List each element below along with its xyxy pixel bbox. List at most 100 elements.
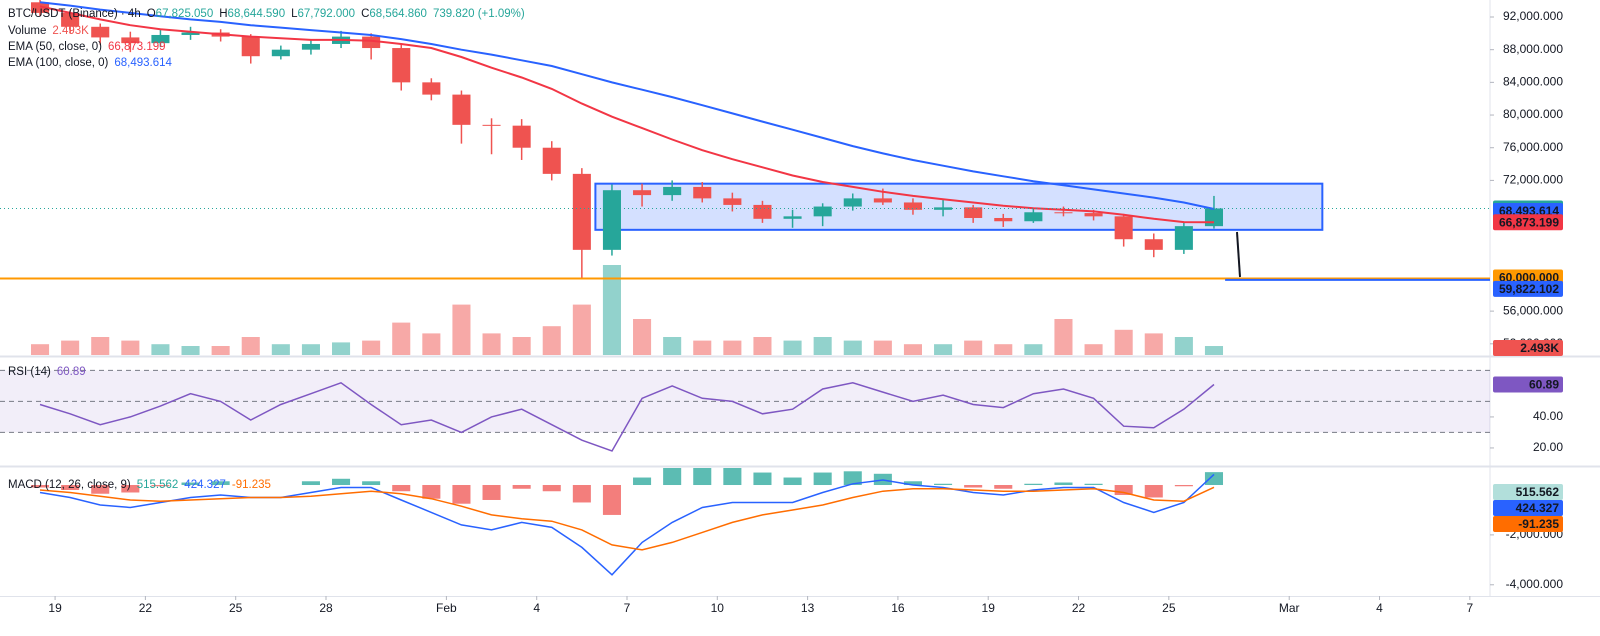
candle-body <box>31 2 50 13</box>
volume-bar <box>452 304 471 355</box>
candle-body <box>663 186 682 196</box>
macd-histogram-bar <box>663 468 682 486</box>
candle-body <box>572 173 591 250</box>
candle-body <box>873 198 892 203</box>
y-tick-label: 20.00 <box>1533 440 1563 454</box>
legend: EMA (100, close, 0) 68,493.614 <box>8 57 173 69</box>
volume-bar <box>1084 344 1103 355</box>
candle-body <box>964 207 983 218</box>
volume-bar <box>91 337 110 355</box>
price-tag-label: 66,873.199 <box>1499 215 1559 229</box>
macd-histogram-bar <box>1144 485 1163 498</box>
x-tick-label: 7 <box>624 601 631 615</box>
macd-histogram-bar <box>1024 483 1043 486</box>
x-tick-label: 4 <box>533 601 540 615</box>
price-tag <box>1493 500 1563 516</box>
macd-histogram-bar <box>542 485 561 492</box>
candle-body <box>452 94 471 125</box>
price-tag-label: 59,822.102 <box>1499 282 1559 296</box>
candle-body <box>994 217 1013 222</box>
macd-histogram-bar <box>422 485 441 499</box>
macd-histogram-bar <box>723 468 742 486</box>
legend-item: H <box>219 8 227 20</box>
candle-body <box>633 190 652 196</box>
legend-item: MACD (12, 26, close, 9) <box>8 479 131 491</box>
y-tick-label: 84,000.000 <box>1503 75 1563 89</box>
macd-histogram-bar <box>1084 483 1103 486</box>
price-tag <box>1493 376 1563 393</box>
candle-body <box>1084 213 1103 217</box>
volume-bar <box>61 340 80 355</box>
price-tag <box>1493 484 1563 500</box>
volume-bar <box>934 344 953 355</box>
macd-histogram-bar <box>783 477 802 486</box>
x-tick-label: 22 <box>1072 601 1086 615</box>
x-tick-label: 16 <box>891 601 905 615</box>
pane <box>0 0 1490 355</box>
y-tick-label: 76,000.000 <box>1503 140 1563 154</box>
legend-item: EMA (100, close, 0) <box>8 57 109 69</box>
volume-bar <box>753 337 772 355</box>
macd-histogram-bar <box>332 478 351 486</box>
volume-bar <box>542 326 561 355</box>
candle-body <box>1204 208 1224 227</box>
legend: MACD (12, 26, close, 9) 515.562 424.327 -91… <box>8 479 271 491</box>
legend-item: 2.493K <box>52 25 89 37</box>
volume-bar <box>1144 333 1163 355</box>
macd-histogram-bar <box>91 485 110 494</box>
volume-bar <box>301 344 320 355</box>
legend: EMA (50, close, 0) 66,873.199 <box>8 41 166 53</box>
macd-histogram-bar <box>753 472 772 486</box>
y-tick-label: 72,000.000 <box>1503 173 1563 187</box>
macd-histogram-bar <box>1054 482 1073 486</box>
volume-bar <box>512 337 531 355</box>
legend-item: 739.820 (+1.09%) <box>433 8 525 20</box>
price-tag <box>1493 516 1563 532</box>
volume-bar <box>693 340 712 355</box>
volume-bar <box>332 342 351 355</box>
macd-histogram-bar <box>813 472 832 486</box>
macd-histogram-bar <box>1204 472 1224 486</box>
legend: BTC/USDT (Binance) · 4h O67,825.050 H68,64… <box>8 8 525 20</box>
macd-histogram-bar <box>181 482 200 486</box>
price-tag-label: 60.89 <box>1529 378 1559 392</box>
x-tick-label: 19 <box>48 601 62 615</box>
macd-histogram-bar <box>1114 485 1133 495</box>
candle-body <box>542 147 561 174</box>
x-tick-label: 19 <box>982 601 996 615</box>
x-tick-label: 25 <box>229 601 243 615</box>
volume-bar <box>723 340 742 355</box>
volume-bar <box>873 340 892 355</box>
rsi-line <box>39 381 1215 452</box>
legend-item: EMA (50, close, 0) <box>8 41 102 53</box>
y-tick-label: 92,000.000 <box>1503 9 1563 23</box>
macd-histogram-bar <box>362 481 381 486</box>
macd-histogram-bar <box>934 483 953 486</box>
price-tag-label: 2.493K <box>1520 341 1559 355</box>
macd-histogram-bar <box>843 471 862 486</box>
candle-body <box>843 198 862 207</box>
volume-bar <box>31 344 50 355</box>
candle-body <box>783 216 802 219</box>
price-tag <box>1493 340 1563 356</box>
macd-histogram-bar <box>994 485 1013 489</box>
price-tag-label: -91.235 <box>1518 517 1559 531</box>
legend: Volume 2.493K <box>8 25 89 37</box>
candle-body <box>392 48 411 83</box>
candle-body <box>121 37 140 44</box>
candle-body <box>482 124 501 126</box>
volume-bar <box>843 340 862 355</box>
y-tick-label: 56,000.000 <box>1503 303 1563 317</box>
candle-body <box>362 36 381 49</box>
volume-bar <box>1174 337 1193 355</box>
candle-body <box>61 12 80 27</box>
legend-item: L <box>291 8 298 20</box>
price-tag-label: 424.327 <box>1516 501 1560 515</box>
volume-bar <box>1054 319 1073 355</box>
x-tick-label: Feb <box>436 601 457 615</box>
candle-body <box>934 207 953 210</box>
candle-body <box>512 125 531 148</box>
volume-bar <box>903 344 922 355</box>
candle-body <box>1024 212 1043 222</box>
